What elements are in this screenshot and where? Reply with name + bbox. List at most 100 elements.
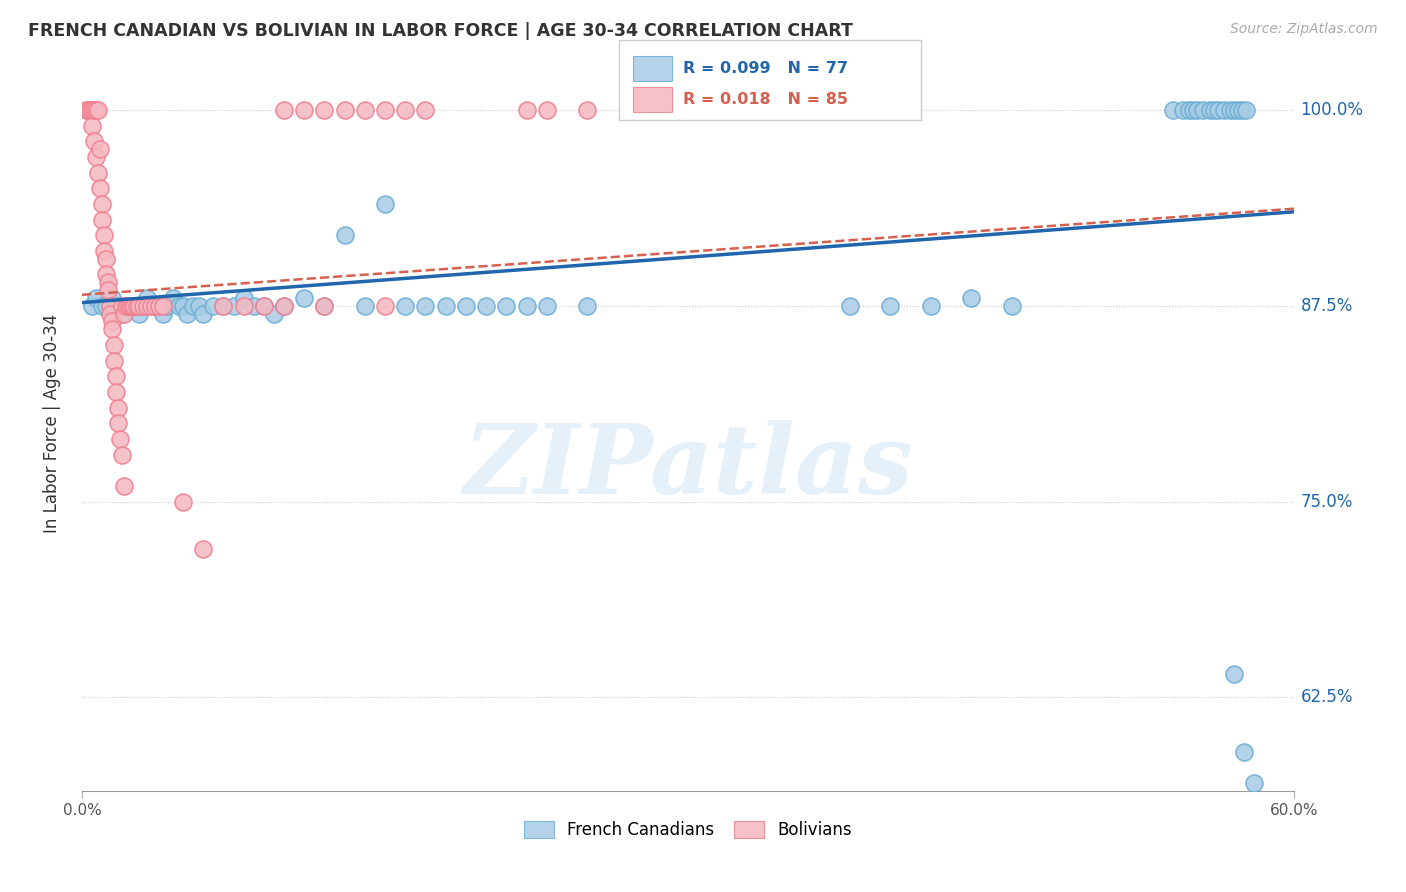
- Point: [273, 299, 295, 313]
- Point: [107, 299, 129, 313]
- Point: [176, 307, 198, 321]
- Point: [103, 353, 125, 368]
- Point: [515, 103, 537, 117]
- Point: [148, 299, 170, 313]
- Point: [131, 299, 153, 313]
- Point: [83, 134, 105, 148]
- Point: [292, 103, 315, 117]
- Point: [89, 181, 111, 195]
- Point: [139, 299, 162, 313]
- Point: [1230, 103, 1253, 117]
- Point: [83, 103, 105, 117]
- Point: [920, 299, 942, 313]
- Point: [1182, 103, 1205, 117]
- Point: [536, 103, 558, 117]
- Point: [121, 299, 143, 313]
- Point: [96, 299, 118, 313]
- Point: [333, 103, 356, 117]
- Point: [314, 299, 336, 313]
- Point: [87, 103, 110, 117]
- Point: [188, 299, 211, 313]
- Point: [1202, 103, 1225, 117]
- Point: [89, 142, 111, 156]
- Point: [181, 299, 204, 313]
- Point: [576, 299, 599, 313]
- Point: [354, 103, 377, 117]
- Point: [1178, 103, 1201, 117]
- Point: [415, 103, 437, 117]
- Point: [143, 299, 166, 313]
- Point: [1226, 103, 1249, 117]
- Point: [115, 299, 138, 313]
- Text: FRENCH CANADIAN VS BOLIVIAN IN LABOR FORCE | AGE 30-34 CORRELATION CHART: FRENCH CANADIAN VS BOLIVIAN IN LABOR FOR…: [28, 22, 853, 40]
- Point: [222, 299, 245, 313]
- Text: 100.0%: 100.0%: [1301, 101, 1364, 119]
- Point: [1233, 745, 1256, 759]
- Point: [162, 291, 184, 305]
- Point: [96, 268, 118, 282]
- Point: [536, 299, 558, 313]
- Point: [263, 307, 285, 321]
- Point: [1234, 103, 1257, 117]
- Point: [1206, 103, 1229, 117]
- Point: [242, 299, 264, 313]
- Point: [111, 299, 134, 313]
- Point: [91, 212, 114, 227]
- Y-axis label: In Labor Force | Age 30-34: In Labor Force | Age 30-34: [44, 314, 60, 533]
- Point: [111, 307, 134, 321]
- Point: [142, 299, 165, 313]
- Point: [84, 291, 107, 305]
- Point: [616, 103, 638, 117]
- Point: [125, 299, 148, 313]
- Point: [454, 299, 477, 313]
- Point: [202, 299, 225, 313]
- Point: [273, 103, 295, 117]
- Point: [107, 401, 129, 415]
- Point: [354, 299, 377, 313]
- Point: [84, 150, 107, 164]
- Point: [87, 166, 110, 180]
- Point: [273, 299, 295, 313]
- Point: [80, 103, 103, 117]
- Point: [1219, 103, 1241, 117]
- Point: [75, 103, 97, 117]
- Point: [91, 299, 114, 313]
- Point: [120, 299, 142, 313]
- Point: [232, 291, 254, 305]
- Point: [105, 384, 128, 399]
- Text: R = 0.099   N = 77: R = 0.099 N = 77: [683, 62, 848, 76]
- Point: [101, 291, 124, 305]
- Point: [374, 103, 396, 117]
- Point: [374, 197, 396, 211]
- Point: [97, 283, 120, 297]
- Point: [415, 299, 437, 313]
- Point: [232, 299, 254, 313]
- Point: [80, 299, 103, 313]
- Point: [576, 103, 599, 117]
- Point: [253, 299, 276, 313]
- Point: [98, 299, 121, 313]
- Point: [131, 299, 153, 313]
- Point: [148, 299, 170, 313]
- Point: [117, 299, 139, 313]
- Text: ZIPatlas: ZIPatlas: [464, 420, 912, 515]
- Point: [111, 448, 134, 462]
- Point: [212, 299, 235, 313]
- Point: [292, 291, 315, 305]
- Point: [1198, 103, 1220, 117]
- Point: [112, 479, 135, 493]
- Point: [1161, 103, 1184, 117]
- Point: [253, 299, 276, 313]
- Point: [152, 307, 174, 321]
- Point: [115, 299, 138, 313]
- Point: [93, 228, 115, 243]
- Point: [128, 307, 150, 321]
- Point: [879, 299, 901, 313]
- Point: [105, 369, 128, 384]
- Point: [101, 322, 124, 336]
- Point: [1187, 103, 1209, 117]
- Point: [1243, 776, 1265, 790]
- Point: [172, 299, 194, 313]
- Point: [172, 494, 194, 508]
- Point: [80, 119, 103, 133]
